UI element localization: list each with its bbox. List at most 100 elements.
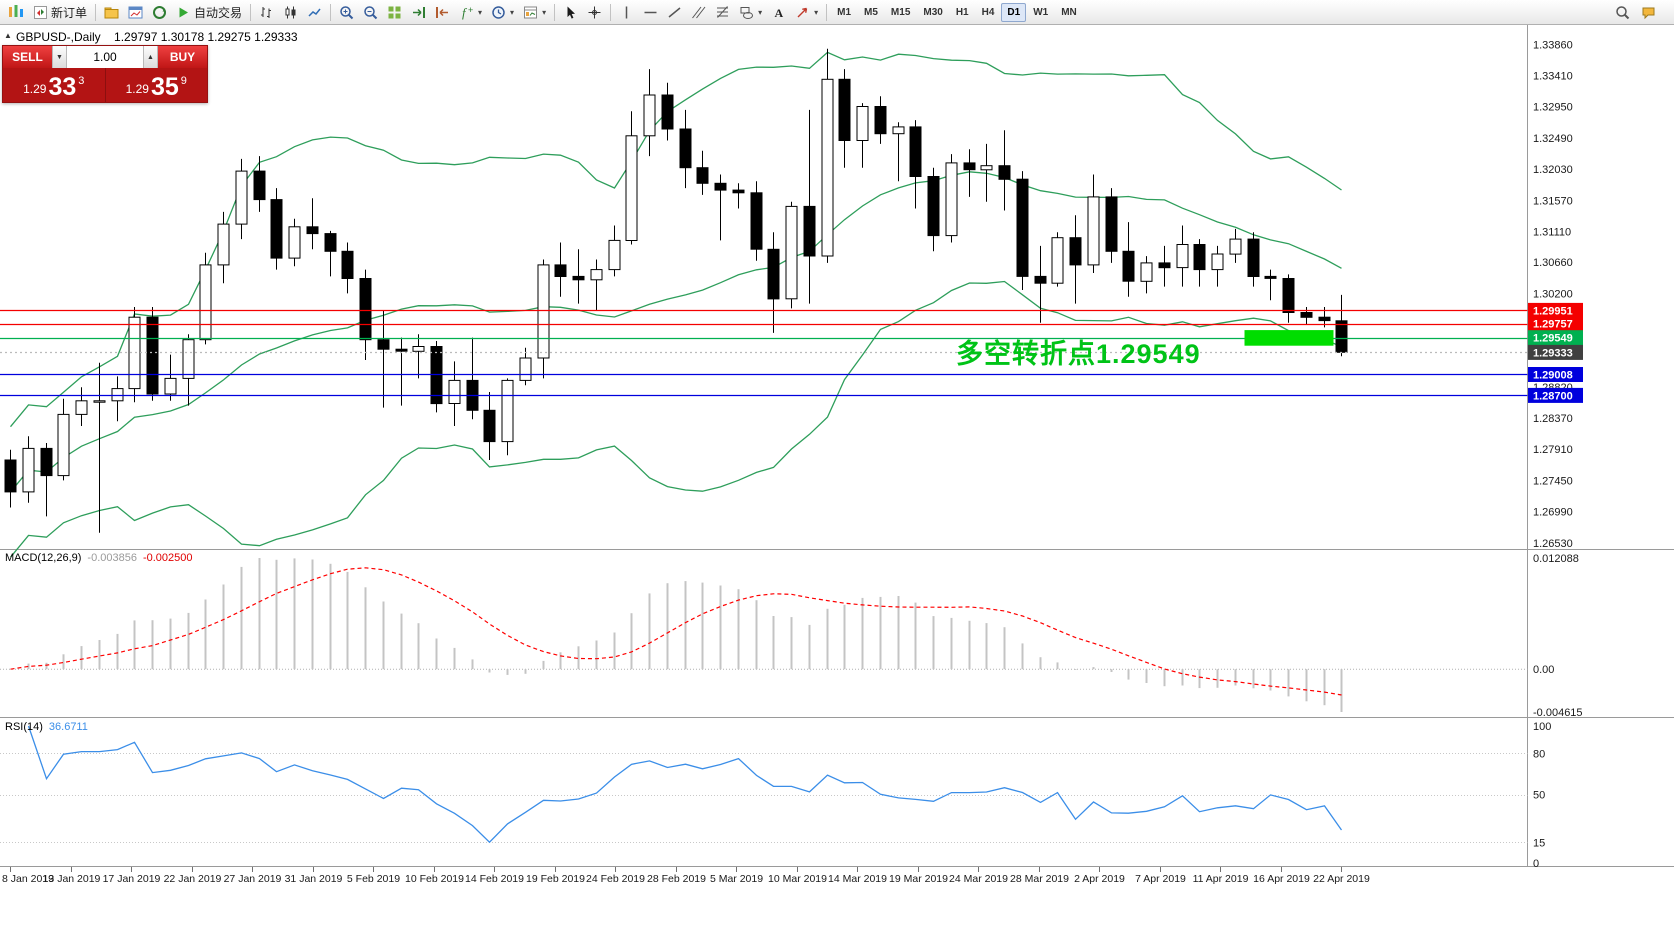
candle-body: [412, 346, 425, 352]
text-button[interactable]: A: [767, 2, 790, 23]
bar-chart-button[interactable]: [255, 2, 278, 23]
candle-body: [554, 264, 567, 277]
candle-body: [821, 78, 834, 257]
timeframe-m5-button[interactable]: M5: [864, 6, 878, 18]
candle-body: [235, 170, 248, 225]
data-window-button[interactable]: [148, 2, 171, 23]
community-button[interactable]: [1637, 2, 1660, 23]
chart-window-button[interactable]: [124, 2, 147, 23]
price-axis-label: 1.31570: [1533, 195, 1573, 207]
chart-title: GBPUSD-,Daily 1.29797 1.30178 1.29275 1.…: [16, 30, 298, 44]
autotrading-play-icon: [179, 7, 189, 17]
timeframe-m1-button[interactable]: M1: [837, 6, 852, 18]
candle-body: [111, 388, 124, 402]
rsi-scale-label: 15: [1533, 837, 1545, 849]
chart-annotation-text[interactable]: 多空转折点1.29549: [956, 339, 1201, 369]
trendline-button[interactable]: [663, 2, 686, 23]
candle-body: [519, 357, 532, 381]
volume-input[interactable]: 1.00: [67, 46, 143, 68]
clock-icon: [492, 5, 505, 19]
candle-body: [1318, 316, 1331, 322]
volume-decrease-button[interactable]: ▼: [52, 46, 67, 68]
sell-price-display[interactable]: 1.29 33 3: [3, 68, 105, 102]
candle-body: [306, 226, 319, 235]
timeframe-m30-button[interactable]: M30: [923, 6, 943, 18]
date-axis-label: 16 Apr 2019: [1253, 873, 1310, 885]
toolbar-separator: [250, 3, 252, 21]
vertical-line-button[interactable]: [615, 2, 638, 23]
buy-price-pips: 35: [150, 72, 179, 101]
new-order-button[interactable]: 新订单: [29, 2, 91, 23]
candle-body: [1247, 238, 1260, 278]
volume-increase-button[interactable]: ▲: [143, 46, 158, 68]
cursor-button[interactable]: [559, 2, 582, 23]
highlight-rectangle[interactable]: [1244, 330, 1334, 346]
candle-body: [40, 447, 53, 477]
date-axis-label: 28 Mar 2019: [1010, 873, 1069, 885]
data-window-icon: [153, 5, 167, 19]
buy-button[interactable]: BUY: [158, 46, 207, 68]
templates-button[interactable]: ▾: [519, 2, 550, 23]
indicators-button[interactable]: f + ▾: [455, 2, 486, 23]
candle-body: [1087, 196, 1100, 266]
candle-body: [998, 165, 1011, 180]
one-click-panel-toggle-icon[interactable]: ▲: [4, 31, 12, 40]
candle-body: [625, 135, 638, 241]
candle-body: [856, 106, 869, 141]
channel-button[interactable]: [687, 2, 710, 23]
arrows-button[interactable]: ▾: [791, 2, 822, 23]
search-icon: [1616, 5, 1630, 19]
price-axis-label: 1.33410: [1533, 70, 1573, 82]
candle-body: [75, 400, 88, 415]
search-button[interactable]: [1611, 2, 1634, 23]
timeframe-h1-button[interactable]: H1: [955, 6, 969, 18]
date-axis-label: 31 Jan 2019: [285, 873, 343, 885]
candle-body: [1105, 196, 1118, 252]
candlestick-chart-button[interactable]: [279, 2, 302, 23]
price-axis-label: 1.32490: [1533, 133, 1573, 145]
buy-price-display[interactable]: 1.29 35 9: [104, 68, 208, 102]
price-tag-label: 1.28700: [1533, 390, 1573, 402]
timeframe-mn-button[interactable]: MN: [1061, 6, 1077, 18]
auto-scroll-button[interactable]: [407, 2, 430, 23]
candle-body: [945, 162, 958, 237]
one-click-trading-panel: SELL ▼ 1.00 ▲ BUY 1.29 33 3 1.29 35 9: [2, 45, 208, 103]
chart-shift-button[interactable]: [431, 2, 454, 23]
shapes-button[interactable]: ▾: [735, 2, 766, 23]
candle-body: [377, 339, 390, 350]
date-axis-label: 27 Jan 2019: [224, 873, 282, 885]
tile-windows-button[interactable]: [383, 2, 406, 23]
zoom-out-button[interactable]: [359, 2, 382, 23]
candle-body: [714, 182, 727, 191]
profiles-button[interactable]: [100, 2, 123, 23]
zoom-in-button[interactable]: [335, 2, 358, 23]
candle-body: [927, 176, 940, 237]
macd-name: MACD(12,26,9): [5, 552, 82, 564]
autotrading-label: 自动交易: [194, 5, 243, 20]
autotrading-button[interactable]: 自动交易: [172, 2, 246, 23]
timeframe-h4-button[interactable]: H4: [981, 6, 995, 18]
trade-panel-prices: 1.29 33 3 1.29 35 9: [3, 68, 207, 102]
timeframe-m15-button[interactable]: M15: [890, 6, 911, 18]
macd-indicator-label: MACD(12,26,9) -0.003856 -0.002500: [5, 552, 193, 564]
sell-price-point: 3: [78, 75, 85, 87]
sell-button[interactable]: SELL: [3, 46, 52, 68]
candle-body: [892, 126, 905, 135]
candle-body: [1016, 178, 1029, 277]
auto-scroll-icon: [413, 6, 426, 18]
price-axis-label: 1.27450: [1533, 475, 1573, 487]
line-chart-button[interactable]: [303, 2, 326, 23]
periods-button[interactable]: ▾: [487, 2, 518, 23]
candle-body: [608, 239, 621, 271]
crosshair-button[interactable]: [583, 2, 606, 23]
timeframe-d1-button[interactable]: D1: [1001, 2, 1027, 22]
fibonacci-button[interactable]: [711, 2, 734, 23]
candle-body: [661, 94, 674, 130]
candle-body: [803, 205, 816, 257]
candle-body: [1193, 244, 1206, 271]
rsi-name: RSI(14): [5, 721, 43, 733]
horizontal-line-button[interactable]: [639, 2, 662, 23]
timeframe-w1-button[interactable]: W1: [1033, 6, 1049, 18]
chart-window-icon: [128, 6, 143, 18]
